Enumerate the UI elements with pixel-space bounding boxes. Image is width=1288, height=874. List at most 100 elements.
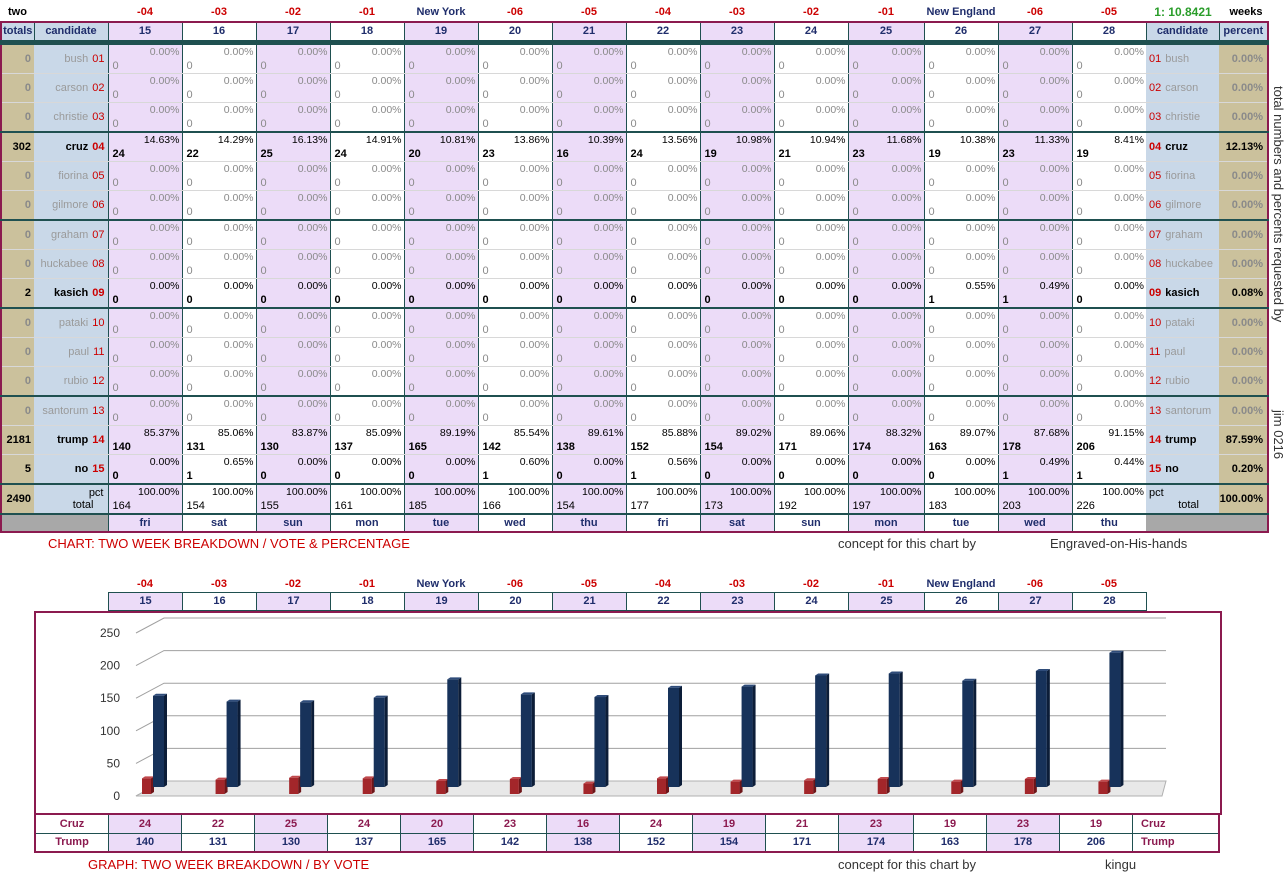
day-cell: 0 0.00% bbox=[107, 395, 182, 426]
vote-count: 0 bbox=[334, 323, 341, 336]
day-total-percent: 100.00% bbox=[656, 485, 698, 498]
vote-percent: 0.00% bbox=[445, 338, 476, 351]
vote-count: 0 bbox=[1002, 381, 1009, 394]
day-cell: 0 0.00% bbox=[699, 307, 774, 338]
day-cell: 0 0.00% bbox=[773, 278, 848, 309]
vote-percent: 0.00% bbox=[815, 191, 846, 204]
vote-percent: 0.00% bbox=[519, 162, 550, 175]
vote-count: 0 bbox=[630, 59, 637, 72]
vote-percent: 0.00% bbox=[891, 250, 922, 263]
vote-count: 0 bbox=[186, 88, 193, 101]
day-cell: 0 0.00% bbox=[181, 219, 256, 250]
vote-count: 0 bbox=[334, 411, 341, 424]
vote-percent: 0.00% bbox=[445, 279, 476, 292]
day-cell: 23 11.33% bbox=[997, 131, 1072, 162]
vote-count: 23 bbox=[852, 147, 865, 160]
day-cell: 0 0.00% bbox=[773, 190, 848, 221]
vote-percent: 0.00% bbox=[593, 455, 624, 468]
day-cell: 0 0.00% bbox=[699, 161, 774, 191]
day-cell: 0 0.00% bbox=[923, 307, 998, 338]
day-cell: 0 0.00% bbox=[181, 190, 256, 221]
top-label-6: -05 bbox=[581, 6, 597, 18]
side-note-jim: jim 0216 bbox=[1271, 410, 1286, 460]
vote-count: 1 bbox=[1002, 469, 1009, 482]
graph-day-6: 21 bbox=[552, 592, 627, 611]
vote-count: 0 bbox=[260, 59, 267, 72]
weekday-11: tue bbox=[923, 513, 998, 532]
vote-percent: 0.00% bbox=[593, 45, 624, 58]
vote-count: 0 bbox=[630, 381, 637, 394]
day-cell: 152 85.88% bbox=[625, 425, 700, 455]
candidate-label: graham bbox=[1165, 228, 1203, 241]
chart-caption: CHART: TWO WEEK BREAKDOWN / VOTE & PERCE… bbox=[48, 536, 410, 551]
day-total: 154 bbox=[556, 499, 575, 512]
total-label: total bbox=[1178, 498, 1199, 511]
vote-count: 25 bbox=[260, 147, 273, 160]
graph-top-label-5: -06 bbox=[507, 578, 523, 590]
day-cell: 0 0.00% bbox=[255, 219, 330, 250]
vote-count: 0 bbox=[482, 352, 489, 365]
candidate-name: huckabee 08 bbox=[34, 249, 108, 279]
candidate-index: 01 bbox=[1149, 52, 1162, 65]
vote-count: 0 bbox=[1076, 411, 1083, 424]
day-cell: 0 0.00% bbox=[847, 42, 924, 74]
candidate-label: carson bbox=[1165, 81, 1199, 94]
top-label-11: New England bbox=[926, 6, 996, 18]
vote-percent: 0.00% bbox=[371, 162, 402, 175]
candidate-index: 03 bbox=[92, 110, 105, 123]
day-cell: 0 0.00% bbox=[625, 395, 700, 426]
weekday-0: fri bbox=[107, 513, 182, 532]
vote-percent: 0.00% bbox=[519, 191, 550, 204]
candidate-index: 12 bbox=[1149, 374, 1162, 387]
vote-count: 0 bbox=[1076, 381, 1083, 394]
vote-percent: 0.00% bbox=[297, 250, 328, 263]
vote-count: 1 bbox=[928, 293, 935, 306]
day-cell: 0 0.00% bbox=[699, 190, 774, 221]
vote-percent: 0.00% bbox=[815, 103, 846, 116]
weekday-9: sun bbox=[773, 513, 848, 532]
candidate-name: carson 02 bbox=[34, 73, 108, 103]
vote-percent: 0.00% bbox=[223, 45, 254, 58]
vote-percent: 0.00% bbox=[445, 103, 476, 116]
day-total-cell: 192 100.00% bbox=[773, 483, 848, 515]
vote-count: 0 bbox=[334, 117, 341, 130]
trump-bar bbox=[373, 695, 388, 787]
vote-count: 0 bbox=[186, 411, 193, 424]
day-header-11: 26 bbox=[924, 22, 999, 45]
vote-count: 0 bbox=[704, 411, 711, 424]
vote-percent: 0.00% bbox=[741, 397, 772, 410]
day-cell: 0 0.00% bbox=[477, 366, 552, 397]
vote-percent: 0.00% bbox=[741, 309, 772, 322]
vote-percent: 0.00% bbox=[371, 455, 402, 468]
day-total-percent: 100.00% bbox=[880, 485, 922, 498]
day-total: 164 bbox=[112, 499, 131, 512]
day-header-2: 17 bbox=[256, 22, 331, 45]
row-total: 0 bbox=[1, 219, 34, 250]
candidate-index: 04 bbox=[1149, 140, 1162, 153]
vote-percent: 0.00% bbox=[593, 397, 624, 410]
vote-count: 0 bbox=[1076, 205, 1083, 218]
graph-top-label-8: -03 bbox=[729, 578, 745, 590]
day-cell: 0 0.00% bbox=[1071, 278, 1146, 309]
series-value: 140 bbox=[108, 832, 182, 853]
day-cell: 0 0.00% bbox=[329, 102, 404, 133]
vote-percent: 91.15% bbox=[1108, 426, 1144, 439]
day-cell: 0 0.00% bbox=[625, 249, 700, 279]
day-cell: 0 0.00% bbox=[923, 219, 998, 250]
cruz-bar bbox=[142, 776, 154, 794]
day-total-cell: 154 100.00% bbox=[551, 483, 626, 515]
vote-count: 23 bbox=[482, 147, 495, 160]
vote-percent: 10.39% bbox=[587, 133, 624, 146]
day-cell: 137 85.09% bbox=[329, 425, 404, 455]
vote-percent: 10.94% bbox=[809, 133, 846, 146]
vote-count: 0 bbox=[408, 323, 415, 336]
vote-percent: 0.49% bbox=[1039, 455, 1070, 468]
row-total: 0 bbox=[1, 337, 34, 367]
vote-percent: 11.33% bbox=[1034, 133, 1070, 146]
day-cell: 0 0.00% bbox=[329, 161, 404, 191]
vote-count: 0 bbox=[334, 59, 341, 72]
row-percent: 0.00% bbox=[1219, 42, 1268, 74]
day-cell: 0 0.00% bbox=[923, 249, 998, 279]
day-cell: 131 85.06% bbox=[181, 425, 256, 455]
candidate-name-right: 08 huckabee bbox=[1146, 249, 1219, 279]
